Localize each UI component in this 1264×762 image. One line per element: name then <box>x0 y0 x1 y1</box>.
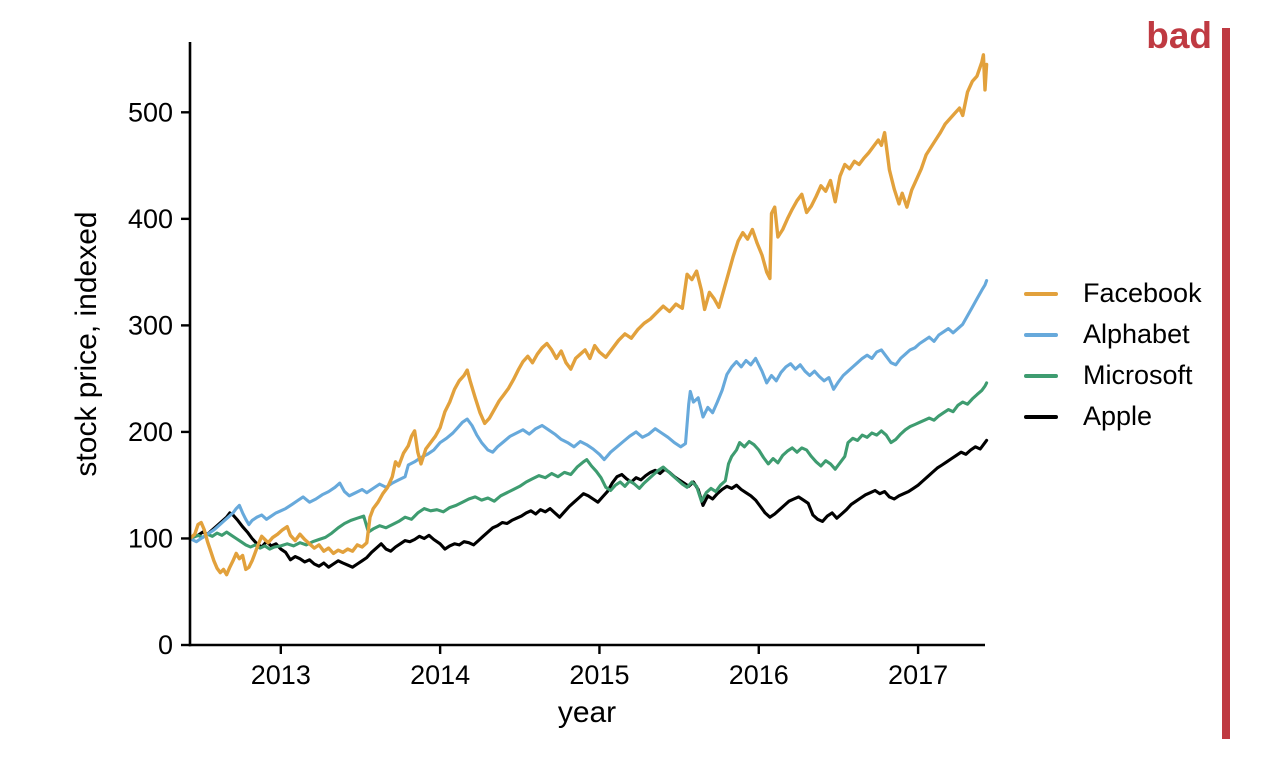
x-tick-label: 2015 <box>569 660 629 690</box>
legend-item-alphabet: Alphabet <box>1024 314 1202 355</box>
y-tick-label: 500 <box>128 97 173 127</box>
y-tick-label: 100 <box>128 523 173 553</box>
legend-swatch-icon <box>1024 291 1058 296</box>
legend-swatch-icon <box>1024 373 1058 378</box>
axes <box>188 42 985 647</box>
legend-item-microsoft: Microsoft <box>1024 355 1202 396</box>
y-tick-label: 400 <box>128 204 173 234</box>
legend-item-apple: Apple <box>1024 396 1202 437</box>
y-tick-label: 200 <box>128 417 173 447</box>
legend-swatch-icon <box>1024 414 1058 419</box>
legend-label: Facebook <box>1083 278 1202 308</box>
x-tick-label: 2013 <box>251 660 311 690</box>
y-axis-title: stock price, indexed <box>70 211 103 476</box>
legend-swatch-icon <box>1024 332 1058 337</box>
legend-label: Apple <box>1083 401 1153 431</box>
bad-annotation-label: bad <box>1146 15 1212 56</box>
x-tick-label: 2014 <box>410 660 470 690</box>
bad-annotation-bar <box>1222 28 1230 739</box>
x-tick-layer: 2013 2014 2015 2016 2017 <box>251 645 948 690</box>
legend: Facebook Alphabet Microsoft Apple <box>1024 273 1202 437</box>
x-tick-label: 2016 <box>729 660 789 690</box>
series-line-facebook <box>188 53 989 577</box>
series-line-alphabet <box>188 279 989 544</box>
y-tick-label: 0 <box>158 630 173 660</box>
y-tick-label: 300 <box>128 310 173 340</box>
legend-label: Alphabet <box>1083 319 1190 349</box>
y-tick-layer: 0 100 200 300 400 500 <box>128 97 190 660</box>
series-layer <box>188 53 989 577</box>
legend-label: Microsoft <box>1083 360 1193 390</box>
series-line-microsoft <box>188 381 989 551</box>
x-tick-label: 2017 <box>888 660 948 690</box>
legend-item-facebook: Facebook <box>1024 273 1202 314</box>
x-axis-title: year <box>558 696 616 729</box>
series-line-apple <box>188 438 989 569</box>
